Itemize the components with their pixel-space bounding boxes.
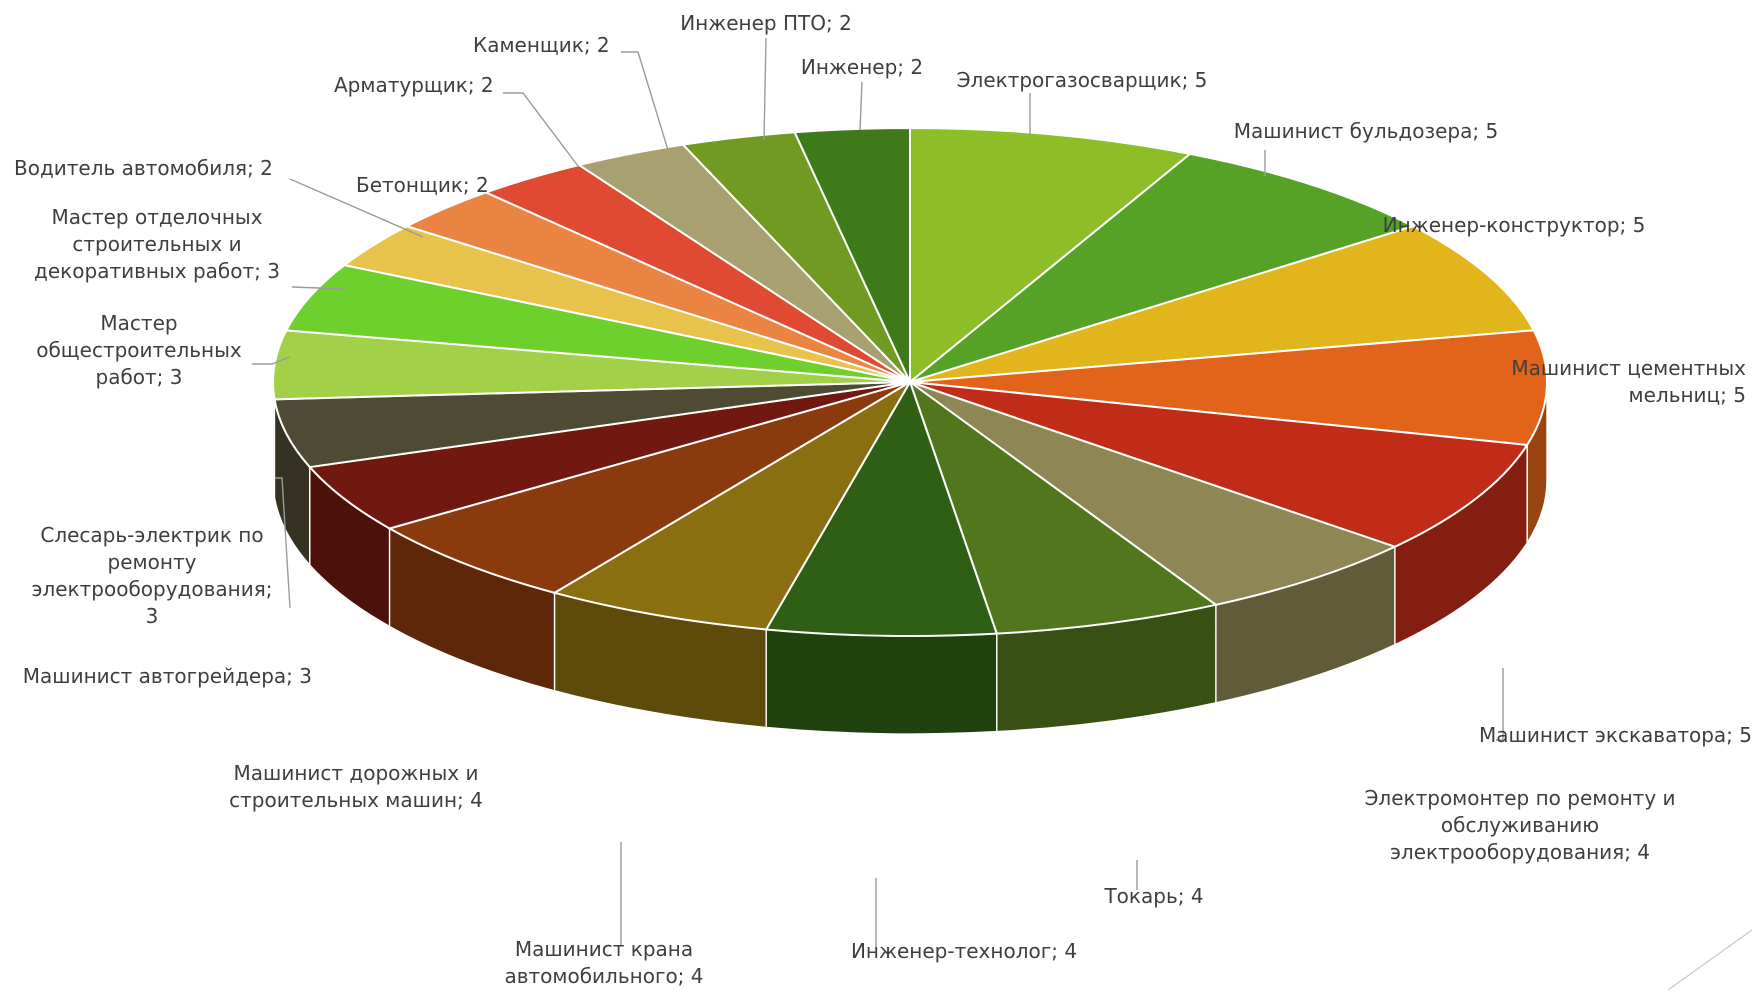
pie-top xyxy=(272,126,1548,637)
slice-7[interactable] xyxy=(908,379,1219,635)
leader-line-17 xyxy=(503,92,579,167)
slice-10[interactable] xyxy=(387,381,911,594)
data-label-9: Машинист крана автомобильного; 4 xyxy=(504,937,703,988)
slice-14[interactable] xyxy=(284,264,911,383)
leader-line-15 xyxy=(289,178,424,238)
data-labels: Электрогазосварщик; 5 Машинист бульдозера… xyxy=(14,11,1752,988)
data-label-6: Электромонтер по ремонту и обслуживанию эл… xyxy=(1364,786,1675,864)
leader-lines xyxy=(252,37,1504,950)
leader-line-20 xyxy=(859,81,863,131)
leader-line-13 xyxy=(252,356,291,365)
data-label-7: Токарь; 4 xyxy=(1103,884,1203,908)
data-label-8: Инженер-технолог; 4 xyxy=(851,939,1077,963)
data-label-19: Инженер ПТО; 2 xyxy=(680,11,852,35)
data-label-13: Мастер общестроительных работ; 3 xyxy=(36,311,242,389)
slice-1[interactable] xyxy=(909,126,1193,385)
slice-2[interactable] xyxy=(909,152,1416,383)
data-label-12: Слесарь-электрик по ремонту электрооборудо… xyxy=(31,523,272,628)
data-label-1: Электрогазосварщик; 5 xyxy=(957,68,1208,92)
data-label-15: Водитель автомобиля; 2 xyxy=(14,156,273,180)
data-label-10: Машинист дорожных и строительных машин; 4 xyxy=(229,761,483,812)
slice-9[interactable] xyxy=(552,379,913,631)
corner-decoration xyxy=(1667,929,1752,991)
data-label-3: Инженер-конструктор; 5 xyxy=(1383,213,1646,237)
data-label-5: Машинист экскаватора; 5 xyxy=(1479,723,1752,747)
slice-4[interactable] xyxy=(909,329,1548,447)
data-label-18: Каменщик; 2 xyxy=(473,33,610,57)
slice-11[interactable] xyxy=(307,381,911,530)
leader-line-18 xyxy=(621,51,669,151)
data-label-20: Инженер; 2 xyxy=(801,55,923,79)
data-label-14: Мастер отделочных строительных и декоратив… xyxy=(34,205,280,283)
slice-6[interactable] xyxy=(909,381,1398,606)
leader-line-14 xyxy=(291,286,347,290)
data-label-4: Машинист цементных мельниц; 5 xyxy=(1511,356,1746,407)
slice-13[interactable] xyxy=(272,329,911,401)
data-label-17: Арматурщик; 2 xyxy=(334,73,494,97)
data-label-16: Бетонщик; 2 xyxy=(356,173,489,197)
slice-8[interactable] xyxy=(764,379,999,637)
slice-8-side xyxy=(765,628,998,735)
leader-line-12 xyxy=(275,477,291,609)
slice-5[interactable] xyxy=(909,381,1529,548)
data-label-11: Машинист автогрейдера; 3 xyxy=(23,664,312,688)
leader-line-5 xyxy=(1496,668,1504,741)
slice-20[interactable] xyxy=(793,126,911,383)
data-label-2: Машинист бульдозера; 5 xyxy=(1234,119,1498,143)
slice-12[interactable] xyxy=(273,381,911,469)
leader-line-19 xyxy=(763,37,767,141)
